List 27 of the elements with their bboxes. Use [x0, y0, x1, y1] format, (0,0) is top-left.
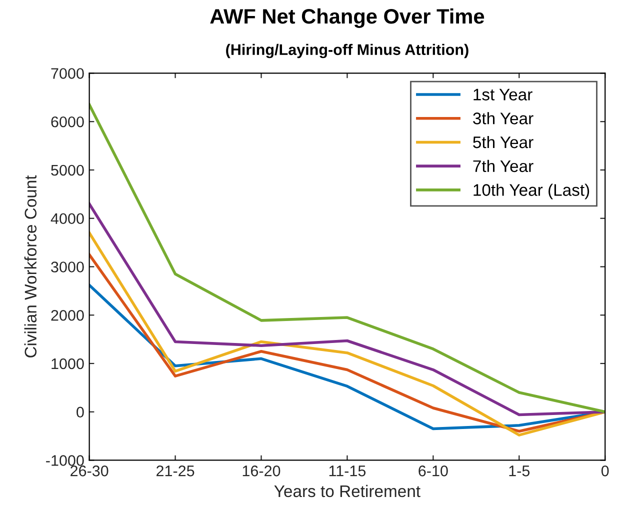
x-tick-label: 21-25	[156, 466, 194, 476]
y-tick-label: 1000	[52, 358, 84, 370]
x-axis-title: Years to Retirement	[274, 484, 420, 498]
x-tick-label: 1-5	[509, 466, 530, 476]
y-tick-label: 7000	[51, 68, 84, 79]
line-series	[89, 103, 606, 414]
x-tick-label: 26-30	[70, 466, 108, 476]
y-axis-title: Civilian Workforce Count	[24, 175, 37, 358]
y-tick-label: 6000	[51, 116, 84, 128]
x-tick-label: 11-15	[329, 466, 366, 476]
legend-label: 1st Year	[474, 88, 532, 100]
x-tick-label: 0	[601, 466, 609, 476]
line-series	[89, 202, 606, 416]
y-tick-label: 4000	[50, 213, 84, 224]
y-tick-label: 5000	[51, 164, 84, 176]
x-tick-label: 16-20	[242, 466, 280, 476]
y-tick-label: 0	[76, 406, 84, 418]
y-tick-label: 3000	[51, 262, 84, 272]
y-tick-label: 2000	[51, 310, 84, 321]
legend-label: 10th Year (Last)	[474, 184, 590, 200]
x-tick-label: 6-10	[418, 466, 448, 476]
chart-title: AWF Net Change Over Time	[210, 8, 484, 28]
legend-label: 3th Year	[473, 112, 534, 124]
chart-subtitle: (Hiring/Laying-off Minus Attrition)	[226, 44, 468, 58]
legend-label: 7th Year	[473, 160, 534, 172]
y-tick-label: -1000	[46, 455, 84, 466]
legend-label: 5th Year	[473, 136, 534, 148]
